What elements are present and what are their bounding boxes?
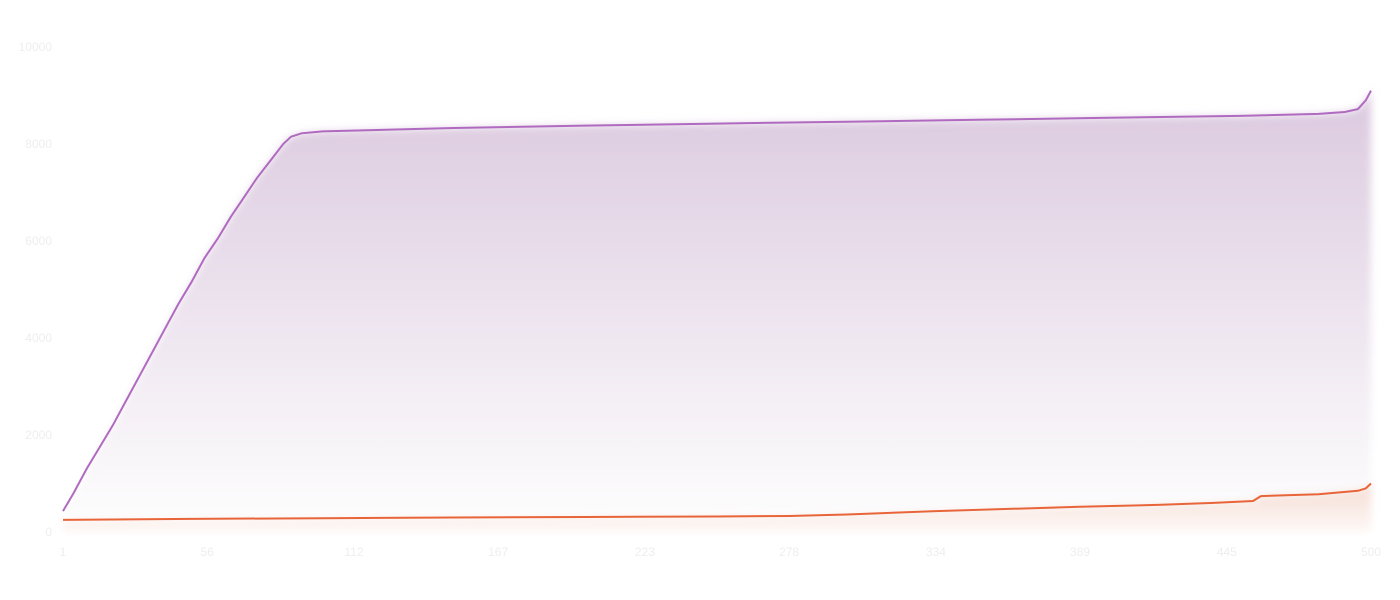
series-0-area [63, 90, 1371, 532]
x-tick-label: 389 [1070, 545, 1090, 559]
y-tick-label: 6000 [25, 234, 52, 248]
x-tick-label: 445 [1217, 545, 1237, 559]
series-1-line [62, 482, 1372, 521]
x-tick-label: 278 [779, 545, 799, 559]
x-tick-label: 223 [635, 545, 655, 559]
x-tick-label: 167 [488, 545, 508, 559]
y-tick-label: 4000 [25, 331, 52, 345]
y-tick-label: 0 [45, 525, 52, 539]
y-tick-label: 8000 [25, 137, 52, 151]
y-tick-label: 10000 [19, 40, 53, 54]
x-tick-label: 334 [926, 545, 946, 559]
y-tick-label: 2000 [25, 428, 52, 442]
series-0-line [62, 90, 1372, 512]
x-tick-label: 500 [1361, 545, 1381, 559]
x-tick-label: 56 [200, 545, 214, 559]
series-1-area [63, 483, 1371, 532]
x-tick-label: 1 [60, 545, 67, 559]
x-tick-label: 112 [344, 545, 363, 559]
